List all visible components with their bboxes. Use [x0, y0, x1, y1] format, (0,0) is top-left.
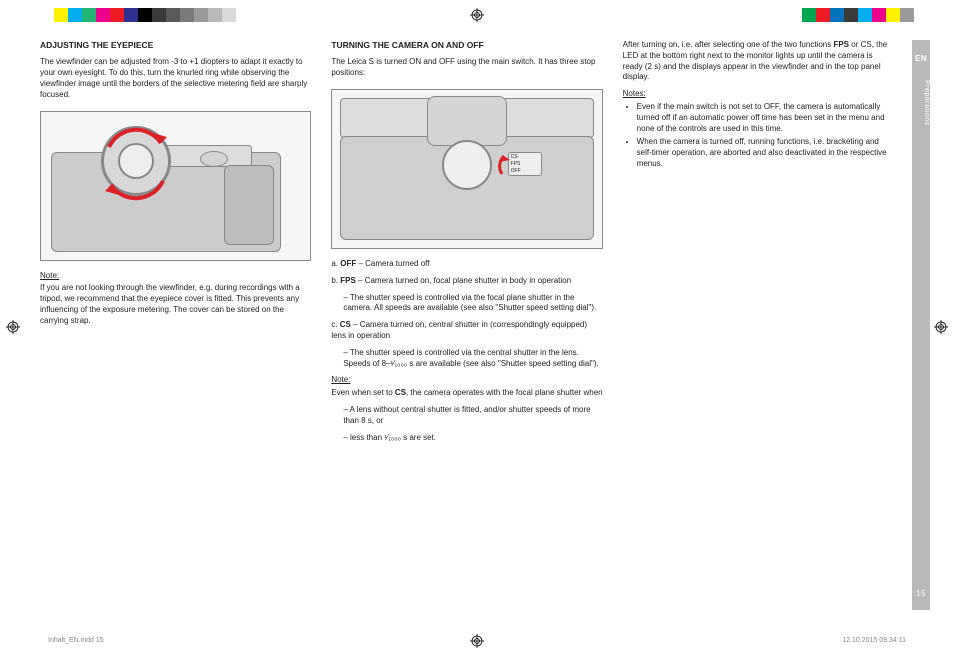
col2-note: Even when set to CS, the camera operates… [331, 388, 602, 399]
figure-eyepiece [40, 111, 311, 261]
col2-note-bold: CS [395, 388, 406, 397]
col2-note-sub1: – A lens without central shutter is fitt… [343, 405, 602, 427]
switch-arrow-icon [496, 150, 516, 178]
col3-p1-pre: After turning on, i.e. after selecting o… [623, 40, 834, 49]
swatch [194, 8, 208, 22]
side-page: 15 [912, 589, 930, 598]
page-content: ADJUSTING THE EYEPIECE The viewfinder ca… [40, 40, 914, 622]
footer-right: 12.10.2015 09:34:11 [842, 637, 906, 644]
col2-note-pre: Even when set to [331, 388, 395, 397]
col3-p1: After turning on, i.e. after selecting o… [623, 40, 894, 83]
item-c-bold: CS [340, 320, 351, 329]
reg-mark-right [934, 320, 948, 334]
reg-mark-top [470, 8, 484, 22]
swatch [82, 8, 96, 22]
column-3: After turning on, i.e. after selecting o… [623, 40, 914, 622]
bars-left [40, 8, 236, 22]
item-b-post: – Camera turned on, focal plane shutter … [356, 276, 571, 285]
swatch [830, 8, 844, 22]
item-a-pre: a. [331, 259, 340, 268]
item-c-pre: c. [331, 320, 339, 329]
col2-heading: TURNING THE CAMERA ON AND OFF [331, 40, 602, 51]
item-a: a. OFF – Camera turned off [331, 259, 602, 270]
col3-bullet-2: When the camera is turned off, running f… [637, 137, 894, 169]
side-lang: EN [915, 54, 927, 63]
swatch [166, 8, 180, 22]
swatch [68, 8, 82, 22]
col1-note-text: If you are not looking through the viewf… [40, 283, 311, 326]
swatch [886, 8, 900, 22]
col3-bullet-1: Even if the main switch is not set to OF… [637, 102, 894, 134]
cam2-switch: CS FPS OFF [500, 150, 544, 180]
col3-p1-b1: FPS [833, 40, 849, 49]
swatch [208, 8, 222, 22]
item-a-bold: OFF [340, 259, 356, 268]
bars-right [802, 8, 914, 22]
item-b-pre: b. [331, 276, 340, 285]
swatch [858, 8, 872, 22]
rotate-arrows-icon [89, 117, 183, 211]
item-c: c. CS – Camera turned on, central shutte… [331, 320, 602, 342]
col3-notes-label: Notes: [623, 89, 894, 100]
item-c-sub: – The shutter speed is controlled via th… [343, 348, 602, 370]
col1-heading: ADJUSTING THE EYEPIECE [40, 40, 311, 51]
swatch [40, 8, 54, 22]
footer: Inhalt_EN.indd 15 12.10.2015 09:34:11 [48, 637, 906, 644]
swatch [222, 8, 236, 22]
swatch [110, 8, 124, 22]
col3-bullet-list: Even if the main switch is not set to OF… [637, 102, 894, 170]
col2-note-post: , the camera operates with the focal pla… [406, 388, 603, 397]
side-section: Preparations [912, 80, 930, 126]
col1-p1: The viewfinder can be adjusted from -3 t… [40, 57, 311, 100]
swatch [152, 8, 166, 22]
col2-note-label: Note: [331, 375, 602, 386]
item-b-bold: FPS [340, 276, 356, 285]
reg-mark-left [6, 320, 20, 334]
column-2: TURNING THE CAMERA ON AND OFF The Leica … [331, 40, 602, 622]
column-1: ADJUSTING THE EYEPIECE The viewfinder ca… [40, 40, 311, 622]
swatch [124, 8, 138, 22]
footer-left: Inhalt_EN.indd 15 [48, 637, 104, 644]
col2-p1: The Leica S is turned ON and OFF using t… [331, 57, 602, 79]
col1-note-label: Note: [40, 271, 311, 282]
side-tab: EN Preparations 15 [912, 40, 930, 610]
cam1-grip [224, 165, 274, 245]
swatch [872, 8, 886, 22]
item-b: b. FPS – Camera turned on, focal plane s… [331, 276, 602, 287]
cam2-prism [427, 96, 507, 146]
item-b-sub: – The shutter speed is controlled via th… [343, 293, 602, 315]
figure-mainswitch: CS FPS OFF [331, 89, 602, 249]
swatch [54, 8, 68, 22]
cam1-dial [200, 151, 228, 167]
col2-note-sub2: – less than ¹⁄₁₀₀₀ s are set. [343, 433, 602, 444]
item-a-post: – Camera turned off [356, 259, 429, 268]
item-c-post: – Camera turned on, central shutter in (… [331, 320, 587, 340]
swatch [138, 8, 152, 22]
swatch [802, 8, 816, 22]
swatch [900, 8, 914, 22]
swatch [180, 8, 194, 22]
swatch [844, 8, 858, 22]
swatch [96, 8, 110, 22]
swatch [816, 8, 830, 22]
